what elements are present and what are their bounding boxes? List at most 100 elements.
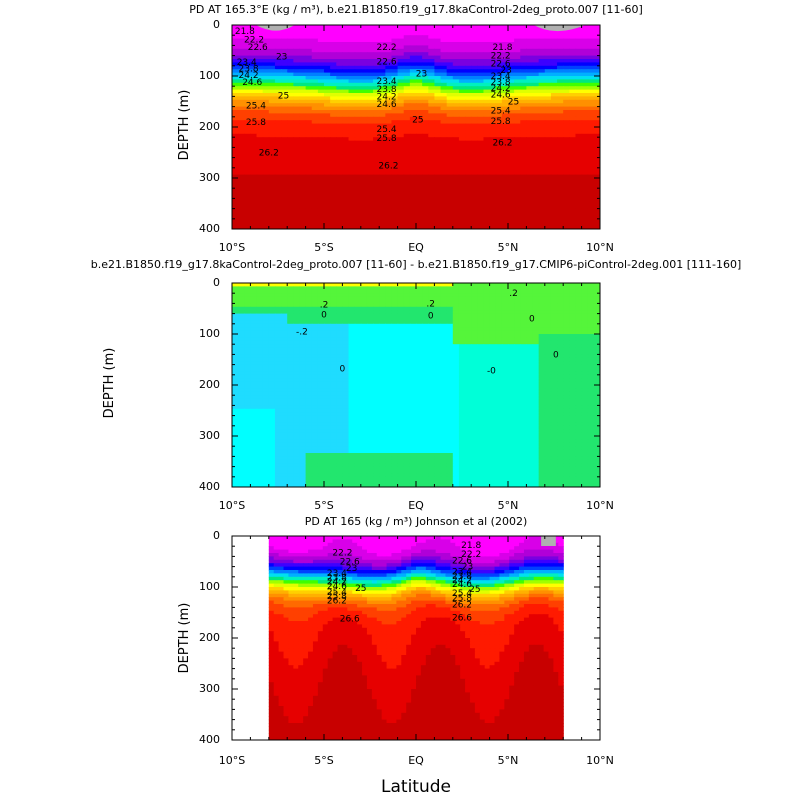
field-cell [483,147,490,151]
field-cell [441,137,448,141]
field-cell [545,154,552,158]
field-cell [324,164,331,168]
contour-field [232,283,601,488]
field-cell [428,290,435,294]
field-cell [526,171,533,175]
field-cell [416,154,423,158]
field-cell [367,147,374,151]
field-cell [514,205,521,209]
x-tick-label: 5°N [498,241,519,254]
field-cell [557,171,564,175]
field-cell [244,324,251,328]
field-cell [483,222,490,226]
field-cell [569,341,576,345]
field-cell [496,324,503,328]
field-cell [563,154,570,158]
field-cell [355,130,362,134]
field-cell [563,341,570,345]
field-cell [312,198,319,202]
field-cell [373,198,380,202]
field-cell [582,188,589,192]
field-cell [557,222,564,226]
field-cell [281,307,288,311]
field-cell [391,341,398,345]
field-cell [471,290,478,294]
field-cell [551,324,558,328]
field-cell [575,198,582,202]
field-cell [232,188,239,192]
field-cell [569,307,576,311]
field-cell [244,215,251,219]
field-cell [257,181,264,185]
field-cell [465,164,472,168]
field-cell [447,198,454,202]
field-cell [299,307,306,311]
field-cell [453,147,460,151]
field-cell [441,130,448,134]
field-cell [496,181,503,185]
field-cell [342,324,349,328]
contour-label: 22.6 [377,58,397,68]
field-cell [269,205,276,209]
field-cell [306,205,313,209]
field-cell [496,222,503,226]
field-cell [257,164,264,168]
field-cell [361,171,368,175]
field-cell [465,154,472,158]
field-cell [342,171,349,175]
field-cell [330,324,337,328]
field-cell [342,205,349,209]
field-cell [453,205,460,209]
field-cell [441,215,448,219]
field-cell [330,188,337,192]
field-cell [379,181,386,185]
field-cell [349,222,356,226]
y-tick-label: 400 [199,222,220,235]
field-cell [299,147,306,151]
field-cell [250,164,257,168]
panel-middle: b.e21.B1850.f19_g17.8kaControl-2deg_prot… [91,258,742,512]
field-cell [336,307,343,311]
field-cell [324,290,331,294]
contour-label: 22.2 [377,43,397,53]
field-cell [557,164,564,168]
field-cell [533,290,540,294]
field-cell [416,290,423,294]
field-cell [287,130,294,134]
field-cell [299,341,306,345]
field-cell [391,205,398,209]
field-cell [336,164,343,168]
field-cell [514,154,521,158]
field-cell [416,137,423,141]
contour-label: 23 [416,69,427,79]
field-cell [520,215,527,219]
field-cell [416,147,423,151]
field-cell [533,215,540,219]
field-cell [588,324,595,328]
field-cell [330,290,337,294]
field-cell [533,205,540,209]
field-cell [459,147,466,151]
field-cell [306,147,313,151]
field-cell [563,181,570,185]
field-cell [422,137,429,141]
field-cell [238,154,245,158]
field-cell [563,205,570,209]
field-cell [422,171,429,175]
field-cell [269,198,276,202]
y-tick-label: 200 [199,120,220,133]
field-cell [232,324,239,328]
field-cell [563,222,570,226]
contour-label: 22.6 [248,43,268,53]
field-cell [416,222,423,226]
field-cell [502,215,509,219]
field-cell [312,205,319,209]
field-cell [250,205,257,209]
field-cell [336,130,343,134]
field-cell [244,154,251,158]
field-cell [557,215,564,219]
field-cell [355,181,362,185]
field-cell [336,154,343,158]
field-cell [459,137,466,141]
